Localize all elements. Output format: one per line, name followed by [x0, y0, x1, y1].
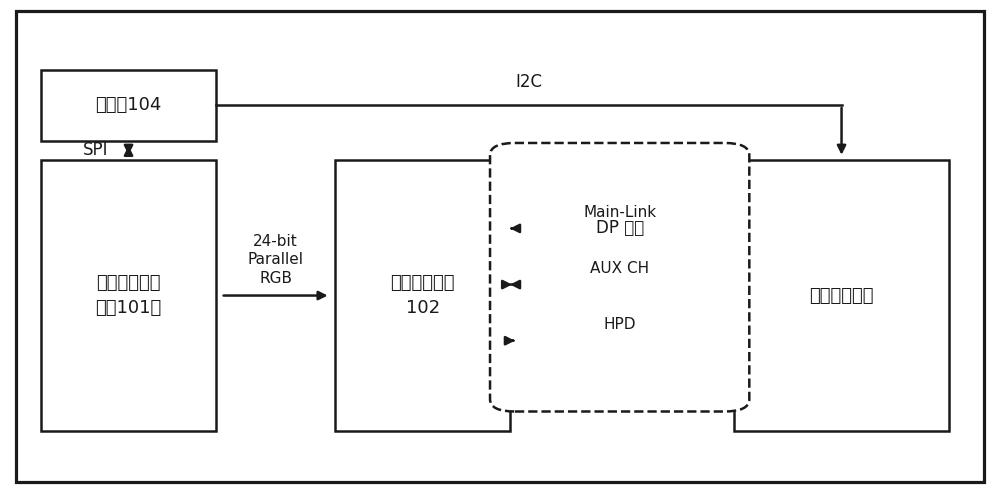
FancyBboxPatch shape	[490, 143, 749, 411]
Text: 24-bit
Parallel
RGB: 24-bit Parallel RGB	[248, 234, 304, 286]
Text: SPI: SPI	[83, 141, 109, 159]
Text: 控制器104: 控制器104	[95, 96, 162, 114]
Text: 时序控制芯片: 时序控制芯片	[809, 287, 874, 304]
Text: DP 信号: DP 信号	[596, 219, 644, 238]
Text: Main-Link: Main-Link	[583, 205, 656, 219]
FancyBboxPatch shape	[335, 160, 510, 431]
FancyBboxPatch shape	[41, 160, 216, 431]
Text: AUX CH: AUX CH	[590, 261, 649, 276]
Text: 数据转换装置
102: 数据转换装置 102	[390, 274, 455, 317]
FancyBboxPatch shape	[734, 160, 949, 431]
FancyBboxPatch shape	[41, 70, 216, 140]
Text: 现场可编程门
阵列101）: 现场可编程门 阵列101）	[95, 274, 162, 317]
Text: HPD: HPD	[603, 317, 636, 332]
Text: I2C: I2C	[515, 74, 542, 91]
